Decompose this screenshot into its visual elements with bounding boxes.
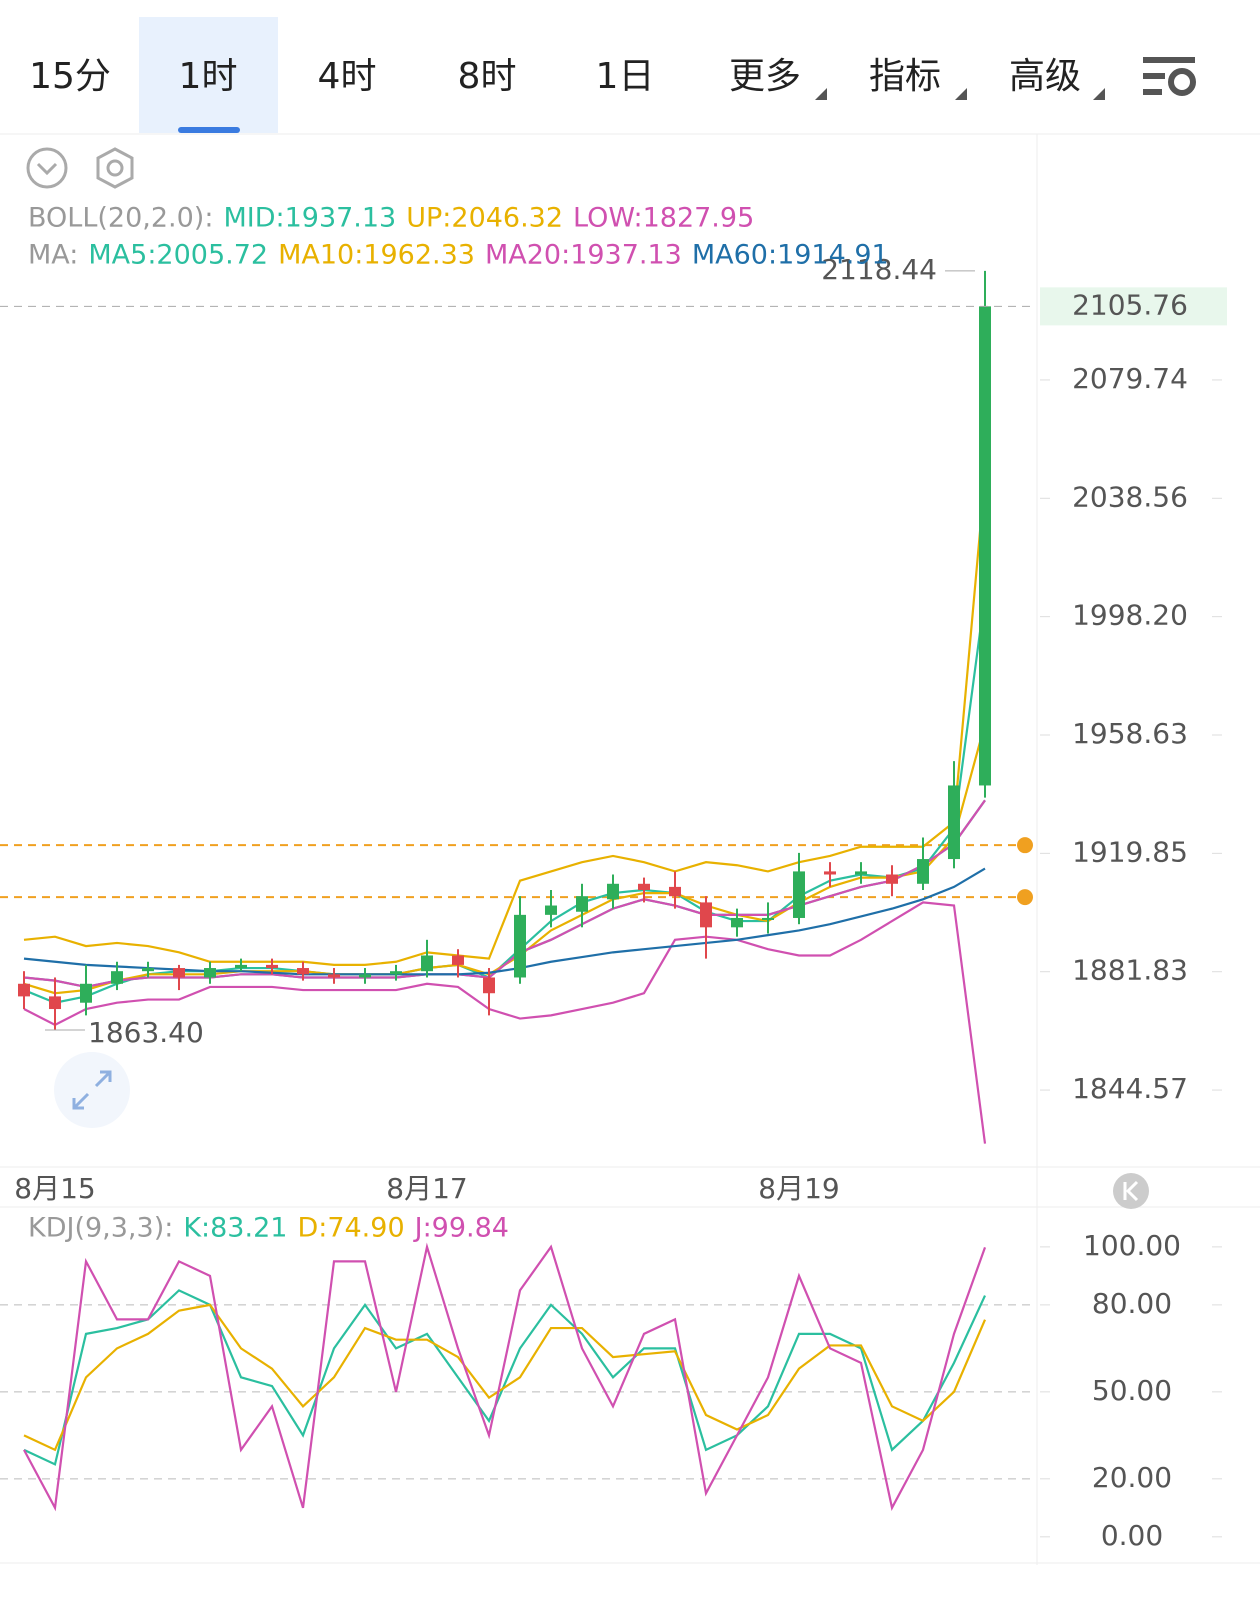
candle-body <box>514 914 526 978</box>
candle-body <box>297 968 309 975</box>
candle-body <box>607 883 619 900</box>
candle-body <box>576 896 588 912</box>
candle-body <box>18 983 30 997</box>
legend-item: D:74.90 <box>297 1213 404 1244</box>
legend-item: MA60:1914.91 <box>692 240 889 271</box>
candle-body <box>948 785 960 860</box>
gear-center <box>106 159 124 177</box>
candle-body <box>824 871 836 875</box>
indicator-settings[interactable] <box>96 147 134 189</box>
tab[interactable]: 1日 <box>596 56 655 97</box>
expand-button[interactable] <box>54 1052 130 1128</box>
legend-item: MA20:1937.13 <box>485 240 682 271</box>
legend-item: K:83.21 <box>183 1213 287 1244</box>
x-tick-label: 8月17 <box>386 1172 467 1205</box>
low-label: 1863.40 <box>88 1016 204 1049</box>
tab[interactable]: 高级 <box>1009 56 1081 97</box>
high-label: 2118.44 <box>821 253 937 286</box>
candle-body <box>204 968 216 978</box>
boll-line <box>23 901 987 1144</box>
kdj-line <box>23 1242 987 1512</box>
candle-body <box>80 983 92 1003</box>
y-tick-label: 0.00 <box>1101 1519 1163 1552</box>
candle-body <box>638 883 650 890</box>
candle-body <box>483 977 495 994</box>
candle-body <box>731 917 743 928</box>
collapse-button[interactable] <box>26 147 68 189</box>
y-tick-label: 1958.63 <box>1072 717 1188 750</box>
candle-body <box>762 917 774 920</box>
candle-body <box>886 874 898 884</box>
selected-tab-bg <box>139 17 278 133</box>
y-tick-label: 1844.57 <box>1072 1072 1188 1105</box>
candle-body <box>855 871 867 875</box>
candle-body <box>235 964 247 969</box>
candle-body <box>700 902 712 928</box>
y-tick-label: 1919.85 <box>1072 835 1188 868</box>
tab[interactable]: 更多 <box>729 56 801 97</box>
tab[interactable]: 1时 <box>179 56 238 97</box>
y-tick-label: 2079.74 <box>1072 362 1188 395</box>
legend-item: BOLL(20,2.0): <box>28 203 213 234</box>
y-tick-label: 100.00 <box>1083 1229 1181 1262</box>
legend-item: MA5:2005.72 <box>88 240 268 271</box>
legend-item: UP:2046.32 <box>406 203 563 234</box>
tab[interactable]: 指标 <box>869 56 941 97</box>
candle-body <box>793 871 805 918</box>
candle-body <box>359 974 371 978</box>
x-tick-label: 8月19 <box>758 1172 839 1205</box>
legend-item: LOW:1827.95 <box>573 203 754 234</box>
jump-latest[interactable] <box>1113 1173 1149 1209</box>
boll-line <box>23 475 987 966</box>
y-tick-label: 20.00 <box>1092 1461 1172 1494</box>
candle-body <box>173 968 185 978</box>
selected-tab-underline <box>178 127 240 133</box>
dropdown-arrows <box>815 88 1105 100</box>
last-price-bg <box>1040 287 1227 326</box>
legend-item: MA: <box>28 240 78 271</box>
candle-body <box>390 971 402 975</box>
tab[interactable]: 15分 <box>29 56 111 97</box>
kdj-line <box>23 1303 987 1452</box>
candle-body <box>979 306 991 786</box>
legend-item: MA10:1962.33 <box>278 240 475 271</box>
tab[interactable]: 4时 <box>318 56 377 97</box>
candle-body <box>266 964 278 969</box>
candle-body <box>545 905 557 915</box>
y-tick-label: 50.00 <box>1092 1374 1172 1407</box>
tab[interactable]: 8时 <box>458 56 517 97</box>
y-tick-label: 2038.56 <box>1072 480 1188 513</box>
candle-body <box>669 886 681 897</box>
legend-item: J:99.84 <box>413 1213 509 1244</box>
settings-icon[interactable] <box>1143 57 1196 96</box>
alert-dot <box>1017 837 1033 854</box>
legend-item: KDJ(9,3,3): <box>28 1213 173 1244</box>
legend-item: MID:1937.13 <box>223 203 396 234</box>
candle-body <box>49 996 61 1010</box>
candle-body <box>111 971 123 984</box>
last-price-label: 2105.76 <box>1072 288 1188 321</box>
candle-body <box>142 968 154 972</box>
alert-dot <box>1017 889 1033 906</box>
candle-body <box>452 955 464 965</box>
chart-tools <box>26 147 134 189</box>
tab-bar <box>139 17 1196 133</box>
y-tick-label: 1881.83 <box>1072 954 1188 987</box>
chevron <box>36 162 58 176</box>
y-tick-label: 1998.20 <box>1072 599 1188 632</box>
candle-body <box>421 955 433 972</box>
candle-body <box>917 859 929 884</box>
x-tick-label: 8月15 <box>14 1172 95 1205</box>
y-tick-label: 80.00 <box>1092 1287 1172 1320</box>
candle-body <box>328 974 340 978</box>
